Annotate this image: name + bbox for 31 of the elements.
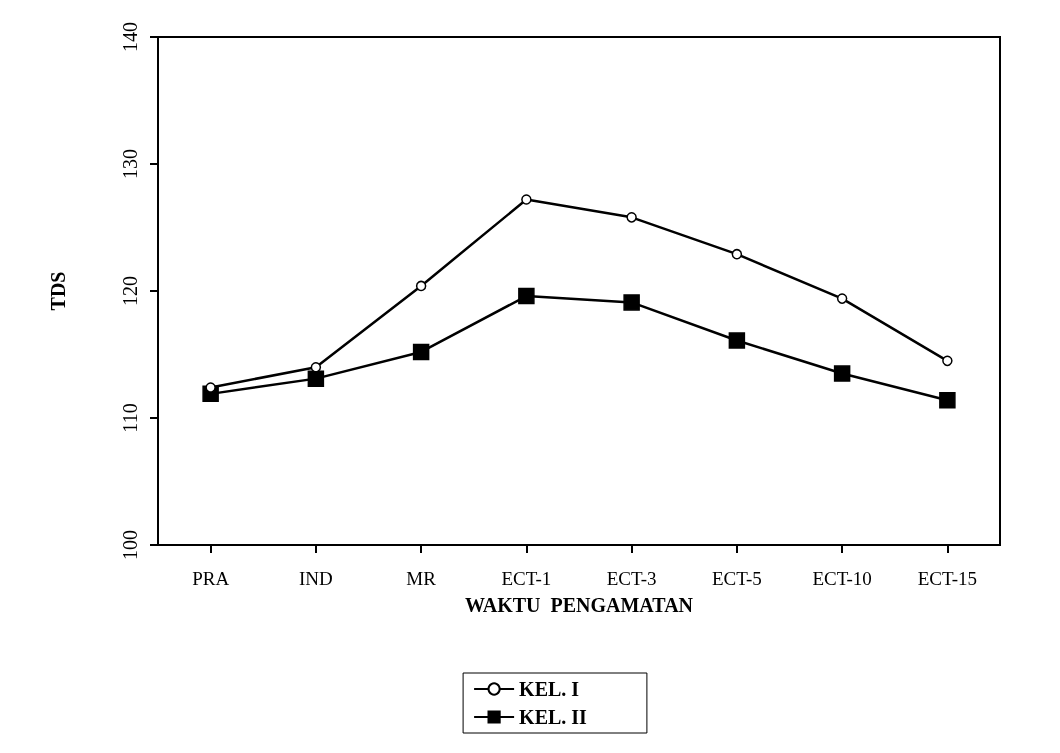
y-axis-title: TDS xyxy=(47,271,69,311)
y-tick-label: 120 xyxy=(119,276,141,306)
y-tick-label: 100 xyxy=(119,530,141,560)
x-tick-label: ECT-3 xyxy=(606,568,657,589)
point xyxy=(939,391,956,409)
point xyxy=(521,194,532,205)
point xyxy=(731,248,743,260)
x-tick-label: PRA xyxy=(192,568,230,589)
point xyxy=(518,287,535,305)
point xyxy=(833,365,851,382)
point xyxy=(205,382,216,393)
legend-label: KEL. II xyxy=(519,706,588,728)
point xyxy=(728,332,746,349)
point xyxy=(626,212,637,223)
x-tick-label: ECT-1 xyxy=(501,568,552,589)
legend-label: KEL. I xyxy=(519,678,580,700)
x-tick-label: ECT-10 xyxy=(812,568,872,589)
y-tick-label: 110 xyxy=(119,403,141,433)
point xyxy=(836,293,848,304)
y-tick-label: 130 xyxy=(119,149,141,179)
x-tick-label: ECT-15 xyxy=(917,568,978,589)
x-tick-label: IND xyxy=(298,568,333,589)
x-tick-label: ECT-5 xyxy=(711,568,762,589)
point xyxy=(307,370,325,387)
point xyxy=(412,343,430,361)
point xyxy=(623,294,640,311)
point xyxy=(415,280,427,292)
y-tick-label: 140 xyxy=(119,22,141,52)
x-tick-label: MR xyxy=(406,568,437,589)
x-axis-title: WAKTU PENGAMATAN xyxy=(464,594,694,616)
point xyxy=(942,355,953,367)
